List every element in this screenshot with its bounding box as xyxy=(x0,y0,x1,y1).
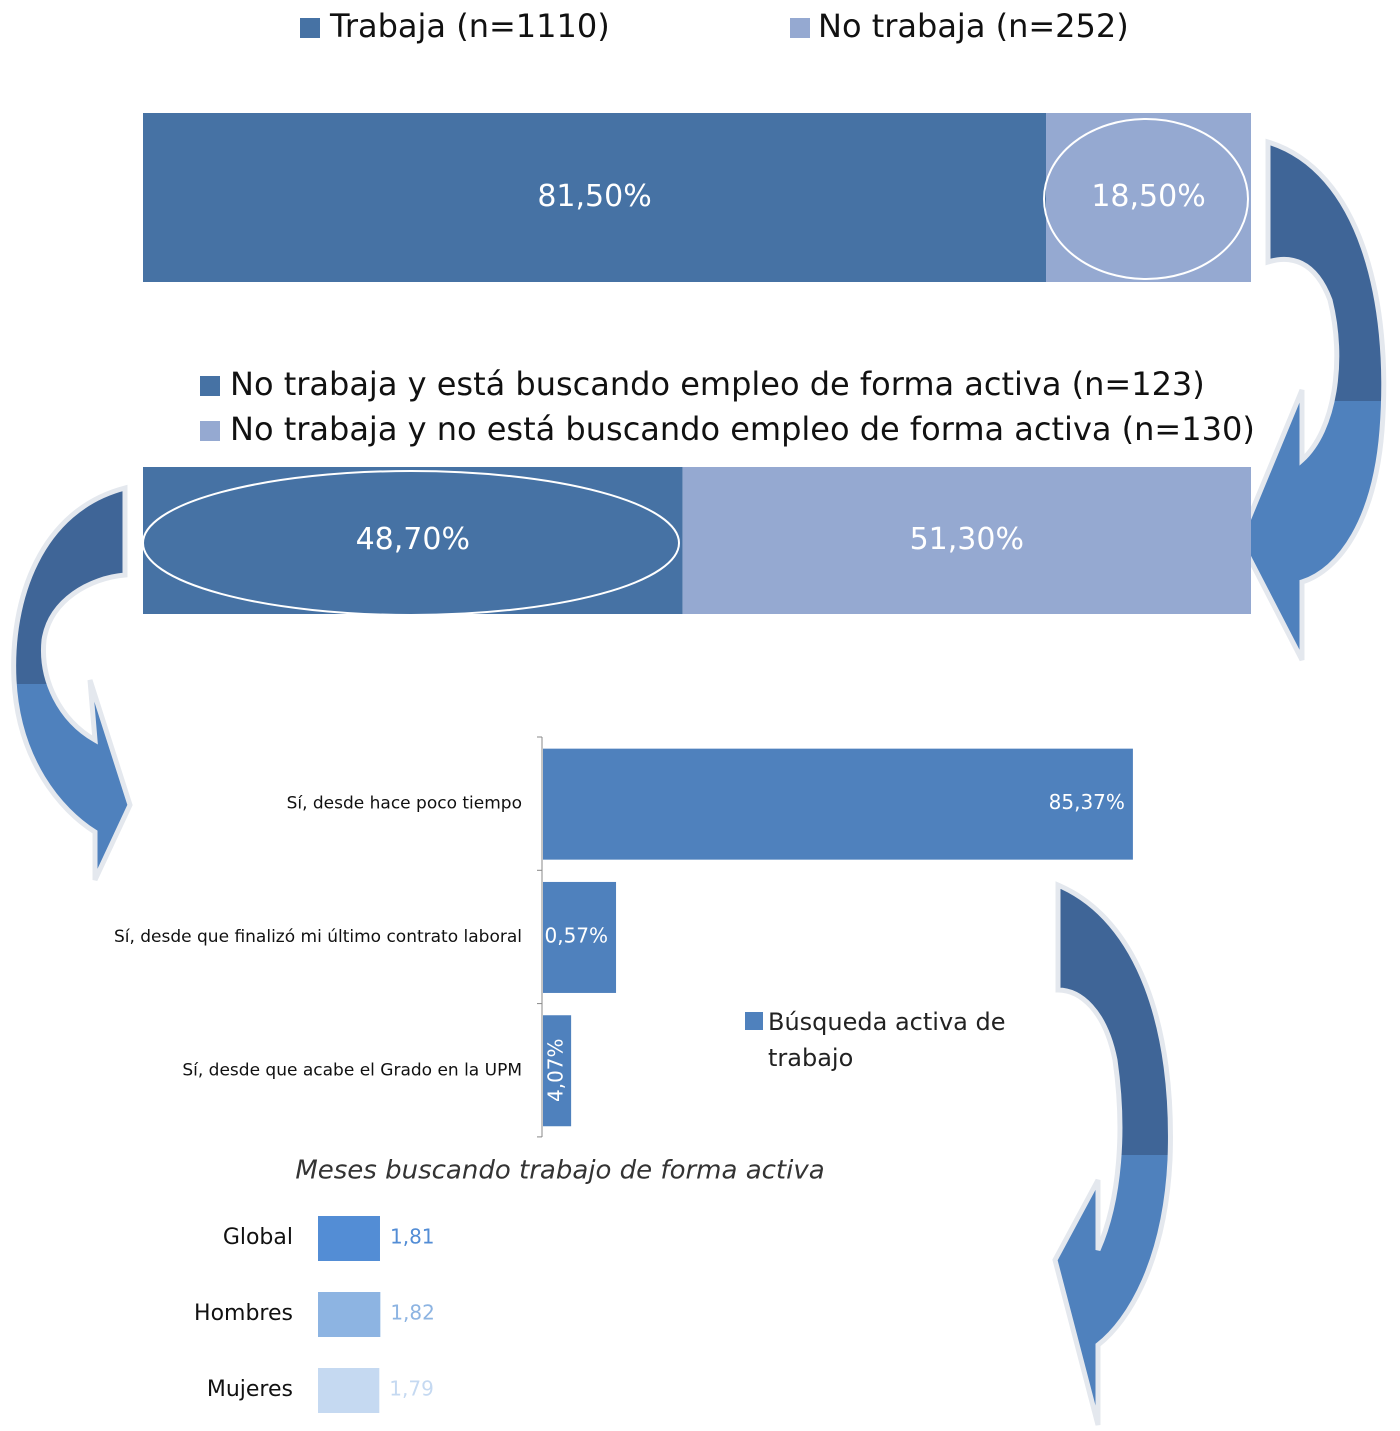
bar xyxy=(543,748,1133,860)
legend-swatch xyxy=(200,421,220,441)
legend-label: Trabaja (n=1110) xyxy=(329,7,610,45)
value-label: 48,70% xyxy=(356,522,470,557)
legend-swatch xyxy=(790,18,810,38)
legend-swatch xyxy=(200,376,220,396)
highlight-ellipse xyxy=(1043,118,1249,280)
value-label: 18,50% xyxy=(1091,179,1205,214)
value-label: 1,82 xyxy=(390,1301,435,1325)
bar xyxy=(318,1216,380,1261)
legend-label: No trabaja y no está buscando empleo de … xyxy=(230,410,1255,448)
value-label: 1,79 xyxy=(389,1377,434,1401)
bar-segment xyxy=(143,113,1047,282)
bar xyxy=(543,881,617,993)
highlight-ellipse xyxy=(142,470,680,616)
arrows xyxy=(11,138,1387,1426)
value-label: 85,37% xyxy=(1049,790,1125,814)
value-label: 81,50% xyxy=(537,179,651,214)
category-label: Sí, desde que finalizó mi último contrat… xyxy=(114,927,522,947)
chart-title: Meses buscando trabajo de forma activa xyxy=(295,1156,824,1186)
legend-swatch xyxy=(300,18,320,38)
bar xyxy=(543,1015,572,1127)
legend-label: Búsqueda activa de trabajo xyxy=(768,1008,1006,1072)
value-label: 1,81 xyxy=(390,1225,435,1249)
value-label: 4,07% xyxy=(544,1038,568,1102)
value-label: 10,57% xyxy=(532,923,608,947)
category-label: Mujeres xyxy=(207,1377,293,1402)
legend-swatch xyxy=(745,1012,763,1030)
category-label: Sí, desde que acabe el Grado en la UPM xyxy=(182,1060,522,1080)
legend-label: No trabaja y está buscando empleo de for… xyxy=(230,365,1205,403)
legend-label: No trabaja (n=252) xyxy=(818,7,1129,45)
bar xyxy=(318,1368,380,1413)
bar xyxy=(318,1292,381,1337)
bar-segment xyxy=(682,467,1251,614)
category-label: Hombres xyxy=(194,1301,293,1326)
value-label: 51,30% xyxy=(910,522,1024,557)
category-label: Sí, desde hace poco tiempo xyxy=(287,794,522,814)
bar-segment xyxy=(143,467,683,614)
category-label: Global xyxy=(223,1225,293,1250)
